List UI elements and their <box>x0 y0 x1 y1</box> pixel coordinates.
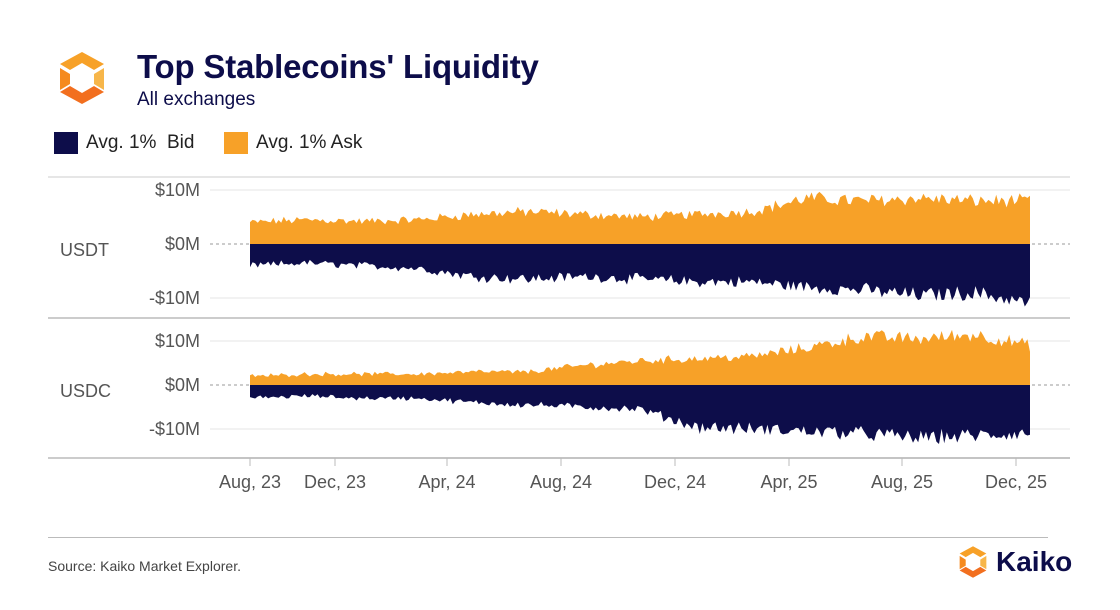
y-tick-label-usdc-2: -$10M <box>149 419 200 439</box>
panel-label-usdc: USDC <box>60 381 111 401</box>
legend-swatch-ask <box>224 132 248 154</box>
x-tick-label-7: Dec, 25 <box>985 472 1047 492</box>
chart-title: Top Stablecoins' Liquidity <box>137 48 539 85</box>
brand-mark: Kaiko <box>956 545 1072 579</box>
y-tick-label-usdc-1: $0M <box>165 375 200 395</box>
x-tick-label-2: Apr, 24 <box>418 472 475 492</box>
source-note: Source: Kaiko Market Explorer. <box>48 558 241 574</box>
x-tick-label-5: Apr, 25 <box>760 472 817 492</box>
footer-divider <box>48 537 1048 538</box>
x-tick-label-3: Aug, 24 <box>530 472 592 492</box>
x-tick-label-6: Aug, 25 <box>871 472 933 492</box>
x-tick-label-0: Aug, 23 <box>219 472 281 492</box>
area-usdc-bid <box>250 385 1030 444</box>
panel-label-usdt: USDT <box>60 240 109 260</box>
y-tick-label-usdt-0: $10M <box>155 180 200 200</box>
brand-name: Kaiko <box>996 546 1073 577</box>
x-tick-label-1: Dec, 23 <box>304 472 366 492</box>
area-usdc-ask <box>250 329 1030 385</box>
kaiko-logo-icon <box>60 52 104 104</box>
area-usdt-bid <box>250 244 1030 307</box>
legend-item-bid: Avg. 1% Bid <box>54 130 194 156</box>
legend-label-ask: Avg. 1% Ask <box>256 132 363 153</box>
area-usdt-ask <box>250 191 1030 244</box>
chart-subtitle: All exchanges <box>137 89 256 110</box>
y-tick-label-usdt-2: -$10M <box>149 288 200 308</box>
y-tick-label-usdc-0: $10M <box>155 331 200 351</box>
legend-label-bid: Avg. 1% Bid <box>86 132 195 153</box>
y-tick-label-usdt-1: $0M <box>165 234 200 254</box>
kaiko-brand-icon <box>959 546 987 578</box>
legend-swatch-bid <box>54 132 78 154</box>
legend-item-ask: Avg. 1% Ask <box>224 130 362 156</box>
x-tick-label-4: Dec, 24 <box>644 472 706 492</box>
